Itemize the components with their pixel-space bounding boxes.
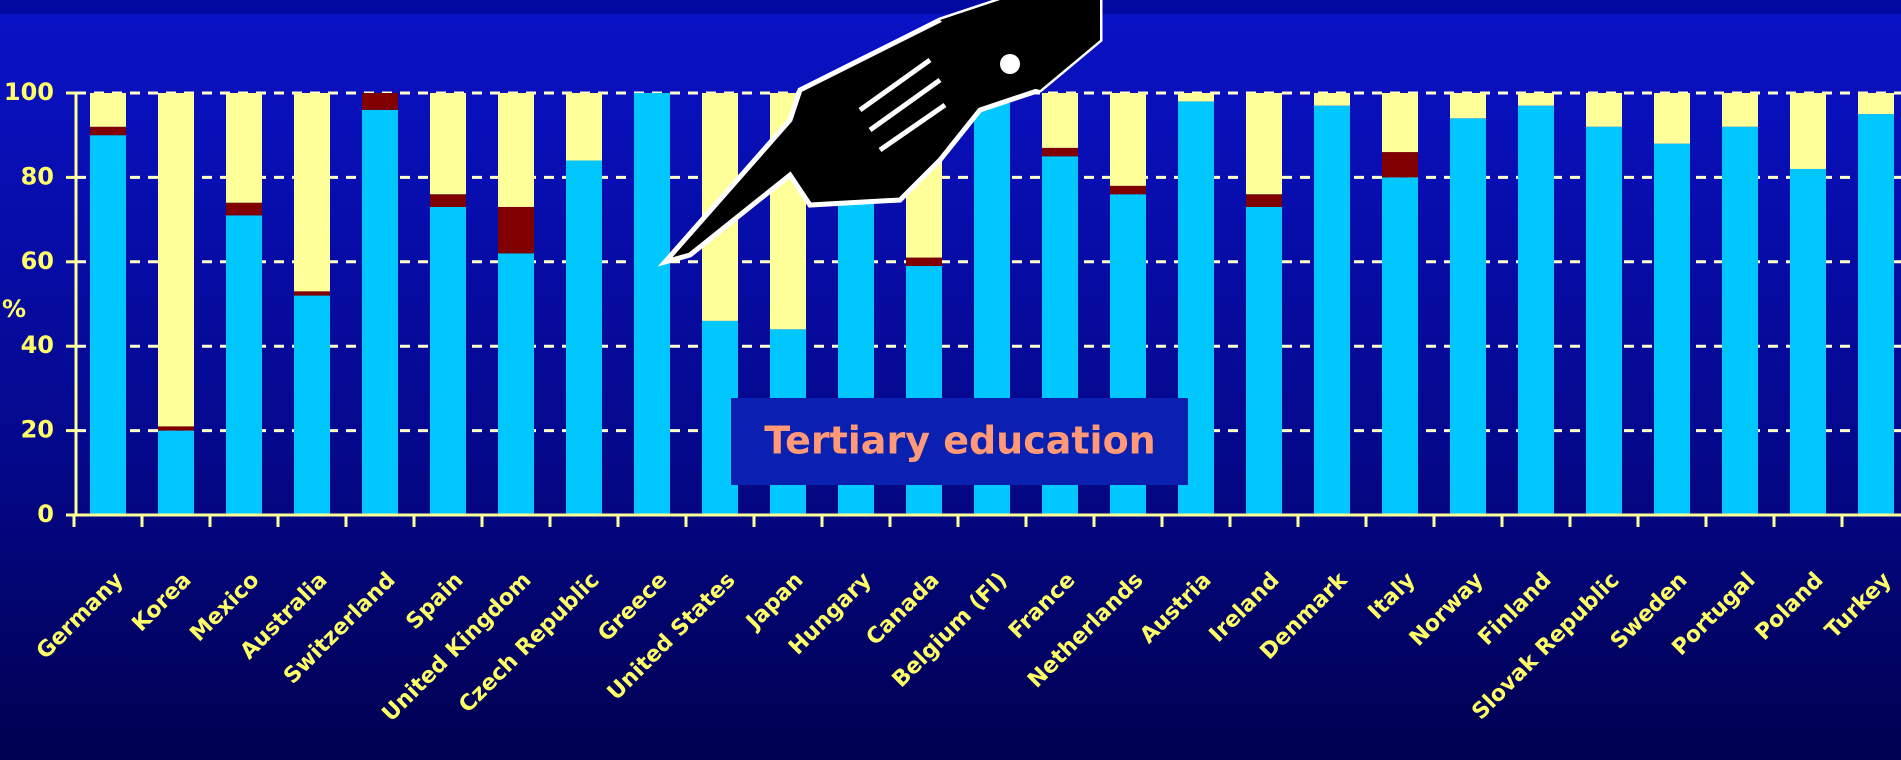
bar-segment [1858,93,1894,114]
y-tick-label: 100 [4,78,54,106]
top-band [0,0,1901,14]
bar-segment [226,93,262,203]
bar-segment [566,161,602,515]
bar-segment [1790,169,1826,515]
y-tick-label: 80 [21,162,54,190]
bar-segment [1314,93,1350,106]
bar-segment [1042,93,1078,148]
bar-segment [906,258,942,266]
bar-segment [1042,148,1078,156]
bar-segment [1382,177,1418,515]
bar-segment [1382,152,1418,177]
bar-segment [362,110,398,515]
bar-segment [430,194,466,207]
bar-segment [566,93,602,161]
bar-segment [158,93,194,426]
bar-segment [498,253,534,515]
bar-segment [226,203,262,216]
y-tick-label: 60 [21,247,54,275]
bar-segment [158,431,194,515]
bar-segment [1110,93,1146,186]
bar-segment [1246,194,1282,207]
bar-segment [498,207,534,253]
bar-segment [1654,144,1690,515]
annotation: Tertiary education [764,419,1156,463]
bar-segment [90,93,126,127]
bar-segment [1450,93,1486,118]
bar-segment [1858,114,1894,515]
bar-segment [1518,93,1554,106]
bar-segment [362,93,398,110]
bar-segment [1654,93,1690,144]
bar-segment [1450,118,1486,515]
bar-segment [1586,127,1622,515]
y-tick-label: 0 [37,500,54,528]
bar-segment [90,135,126,515]
page: {"chart_data": {"type": "stacked-bar", "… [0,0,1901,760]
bar-segment [1246,207,1282,515]
bar-segment [634,93,670,515]
y-tick-label: 20 [21,416,54,444]
bar-segment [226,215,262,515]
bar-segment [90,127,126,135]
bar-segment [1110,186,1146,194]
bar-segment [294,93,330,291]
bar-segment [498,93,534,207]
bar-segment [1314,106,1350,515]
bar-segment [158,426,194,430]
bar-segment [1790,93,1826,169]
bar-segment [294,296,330,515]
bar-segment [430,93,466,194]
bar-segment [1382,93,1418,152]
bar-segment [1246,93,1282,194]
bar-segment [294,291,330,295]
y-tick-label: 40 [21,331,54,359]
bar-segment [1586,93,1622,127]
bar-segment [1722,93,1758,127]
bar-segment [430,207,466,515]
chart: 020406080100GermanyKoreaMexicoAustraliaS… [0,0,1901,760]
bar-segment [1722,127,1758,515]
bar-segment [1178,93,1214,101]
y-axis-label: % [2,295,26,323]
bar-segment [1518,106,1554,515]
